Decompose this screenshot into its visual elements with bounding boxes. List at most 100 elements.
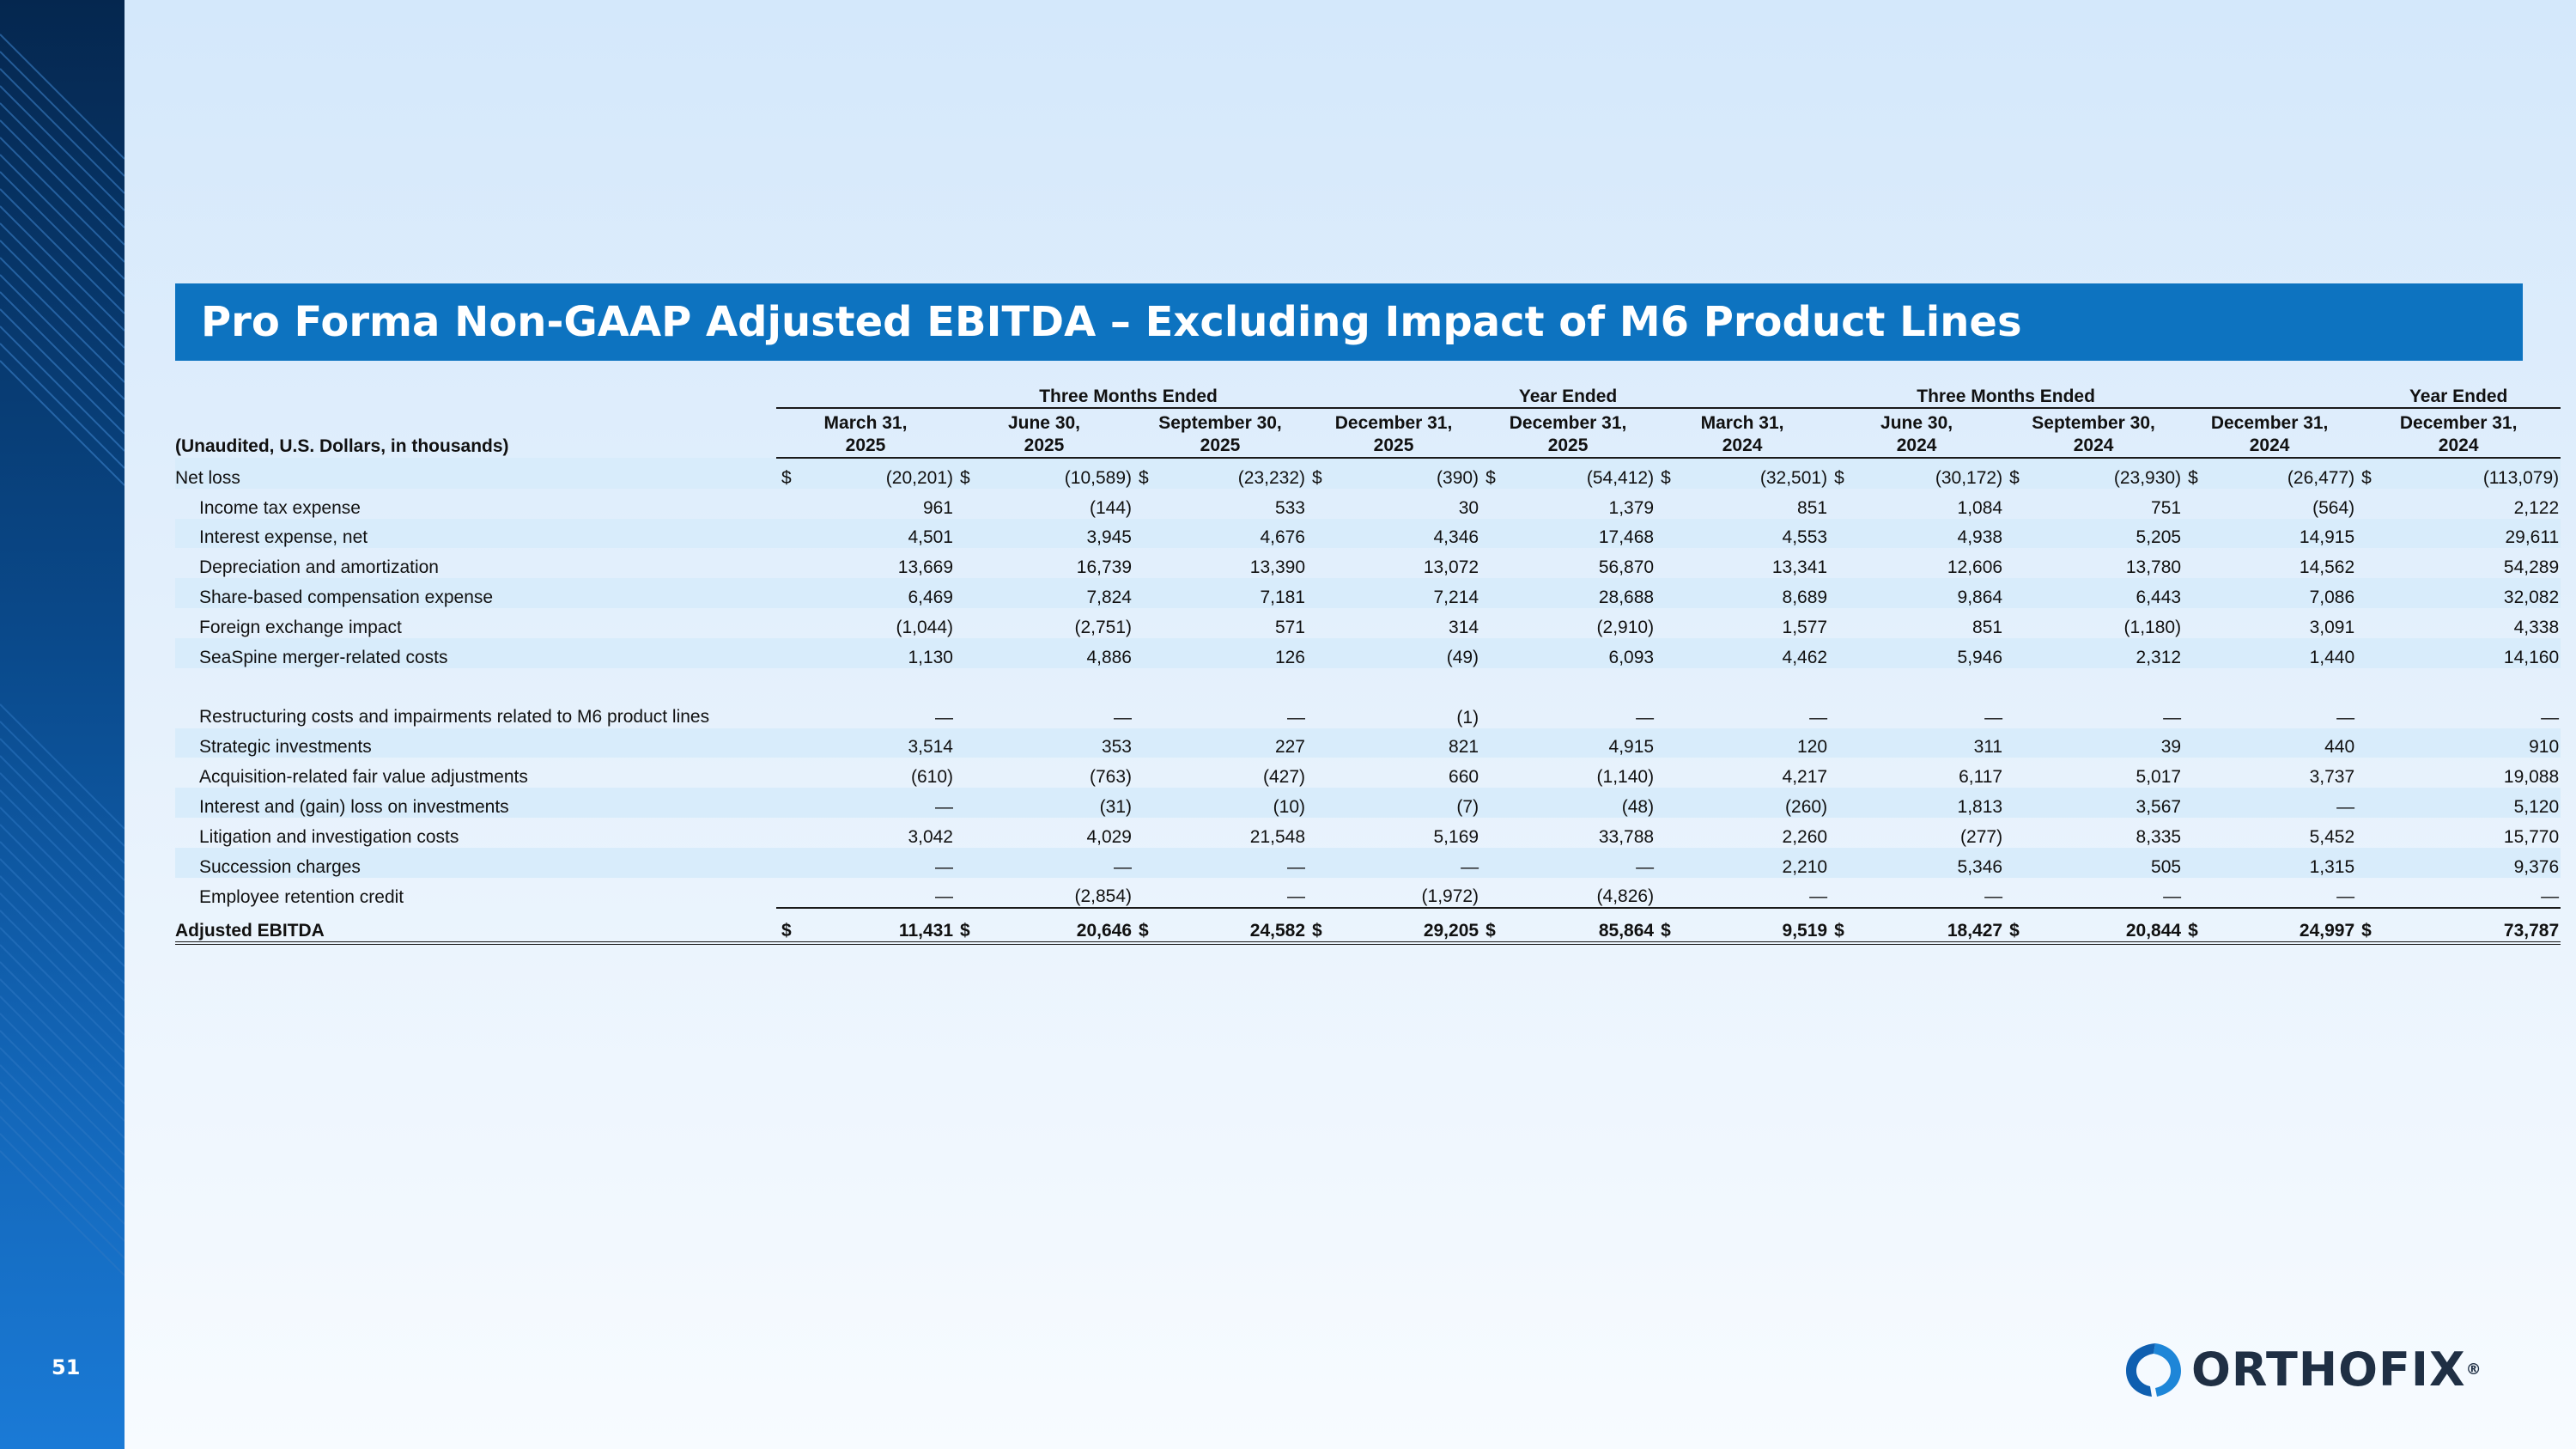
column-header-line1: December 31, <box>2210 413 2329 433</box>
row-label: Acquisition-related fair value adjustmen… <box>199 767 528 788</box>
table-cell: 5,205 <box>2026 518 2184 549</box>
currency-symbol: $ <box>1480 908 1504 946</box>
currency-spacer <box>1829 847 1852 878</box>
currency-symbol: $ <box>1656 458 1679 489</box>
table-cell: 15,770 <box>2503 826 2560 847</box>
currency-spacer <box>1656 847 1679 878</box>
table-cell: 19,088 <box>2503 767 2560 788</box>
currency-spacer <box>2183 788 2206 818</box>
total-cell: 9,519 <box>1678 908 1830 946</box>
row-label: Depreciation and amortization <box>199 557 439 578</box>
table-cell: 751 <box>2151 497 2182 518</box>
table-cell: — <box>2379 877 2561 910</box>
currency-spacer <box>776 518 799 549</box>
currency-symbol: $ <box>1829 458 1852 489</box>
table-cell: (564) <box>2312 497 2355 518</box>
table-cell: (30,172) <box>1851 458 2005 489</box>
table-cell: 120 <box>1678 728 1830 758</box>
currency-spacer <box>1307 728 1329 758</box>
table-cell: (54,412) <box>1503 458 1656 489</box>
table-cell: (1,044) <box>896 617 953 637</box>
table-cell: — <box>2205 877 2357 910</box>
currency-spacer <box>1656 518 1679 549</box>
currency-spacer <box>1133 728 1156 758</box>
table-cell: 6,093 <box>1503 637 1656 668</box>
column-header-line2: 2025 <box>1547 435 1589 455</box>
currency-spacer <box>2183 548 2205 578</box>
currency-spacer <box>955 728 977 758</box>
table-row: Litigation and investigation costs 3,042 4… <box>175 818 2561 848</box>
currency-spacer <box>1656 728 1679 758</box>
column-header-line1: June 30, <box>1007 413 1081 433</box>
table-cell: 314 <box>1449 617 1479 637</box>
column-header: June 30, 2025 <box>955 408 1133 459</box>
currency-symbol: $ <box>955 908 977 946</box>
ebitda-table: Three Months Ended Year Ended Three Months… <box>175 381 2561 946</box>
table-cell: 4,029 <box>1086 826 1132 847</box>
total-cell: 73,787 <box>2379 908 2561 946</box>
column-header-line2: 2024 <box>2438 435 2479 455</box>
table-row: Foreign exchange impact (1,044) (2,751) 571… <box>175 608 2561 638</box>
row-label: SeaSpine merger-related costs <box>175 637 776 668</box>
table-cell: 12,606 <box>1947 557 2003 578</box>
table-cell: — <box>799 877 955 910</box>
table-cell: 9,376 <box>2379 847 2561 878</box>
currency-spacer <box>955 608 977 638</box>
currency-spacer <box>955 518 977 549</box>
table-cell: — <box>2205 788 2357 818</box>
currency-spacer <box>2004 788 2027 818</box>
currency-spacer <box>776 758 799 788</box>
currency-spacer <box>2356 489 2379 519</box>
table-cell: 28,688 <box>1503 578 1656 608</box>
currency-symbol: $ <box>2004 458 2027 489</box>
currency-spacer <box>2004 847 2027 878</box>
currency-spacer <box>1829 788 1852 818</box>
table-cell: (10) <box>1156 788 1307 818</box>
table-cell: (48) <box>1503 788 1656 818</box>
column-header-line2: 2024 <box>1896 435 1937 455</box>
currency-spacer <box>1480 847 1504 878</box>
group-header-row: Three Months Ended Year Ended Three Months… <box>175 381 2561 409</box>
table-cell: 4,462 <box>1678 637 1830 668</box>
table-cell: (26,477) <box>2205 458 2357 489</box>
currency-symbol: $ <box>955 458 977 489</box>
total-row: Adjusted EBITDA $11,431 $20,646 $24,582 $29,… <box>175 908 2561 946</box>
currency-spacer <box>955 818 977 848</box>
table-cell: 1,315 <box>2205 847 2357 878</box>
column-header: December 31, 2024 <box>2356 408 2561 459</box>
column-header-line1: December 31, <box>1509 413 1627 433</box>
currency-spacer <box>1829 728 1852 758</box>
table-cell: (144) <box>1089 497 1132 518</box>
currency-spacer <box>1307 758 1329 788</box>
currency-spacer <box>2183 637 2206 668</box>
table-cell: — <box>1984 707 2003 728</box>
currency-spacer <box>1307 518 1329 549</box>
row-label: Employee retention credit <box>199 887 404 908</box>
column-header-line2: 2025 <box>1373 435 1414 455</box>
column-header-line1: September 30, <box>1158 413 1282 433</box>
table-cell: (2,910) <box>1596 617 1655 637</box>
table-cell: 3,737 <box>2309 767 2355 788</box>
column-header-line2: 2025 <box>845 435 886 455</box>
table-cell: 8,335 <box>2136 826 2182 847</box>
currency-spacer <box>1480 728 1504 758</box>
currency-spacer <box>1133 877 1156 910</box>
column-header: March 31, 2025 <box>776 408 955 459</box>
table-cell: (7) <box>1329 788 1481 818</box>
table-cell: 5,346 <box>1851 847 2005 878</box>
currency-symbol: $ <box>2356 458 2379 489</box>
table-cell: 6,443 <box>2026 578 2184 608</box>
table-cell: 533 <box>1274 497 1305 518</box>
table-cell: 8,689 <box>1678 578 1830 608</box>
currency-spacer <box>1307 877 1329 910</box>
column-header: December 31, 2025 <box>1307 408 1481 459</box>
row-label: Succession charges <box>175 847 776 878</box>
currency-spacer <box>1656 818 1678 848</box>
table-cell: (2,751) <box>1074 617 1132 637</box>
currency-spacer <box>1133 489 1156 519</box>
column-header-line2: 2025 <box>1024 435 1065 455</box>
column-header: September 30, 2025 <box>1133 408 1307 459</box>
currency-symbol: $ <box>776 458 799 489</box>
currency-spacer <box>2183 877 2206 910</box>
currency-spacer <box>955 548 977 578</box>
